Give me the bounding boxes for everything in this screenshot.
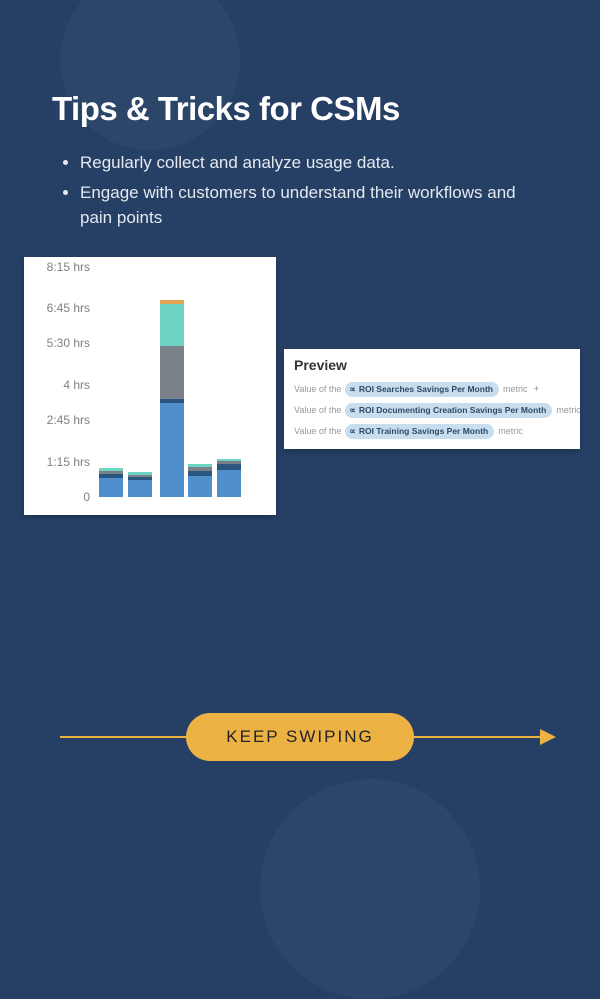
y-axis-tick: 2:45 hrs <box>32 413 90 427</box>
preview-title: Preview <box>284 349 580 379</box>
link-icon: ∝ <box>349 405 355 416</box>
arrow-head-icon <box>540 729 556 745</box>
swipe-cta-wrap: KEEP SWIPING <box>0 713 600 761</box>
chart-bar <box>99 468 123 496</box>
preview-rows: Value of the ∝ ROI Searches Savings Per Mo… <box>284 379 580 449</box>
tips-list: Regularly collect and analyze usage data… <box>80 150 532 231</box>
chart-bar <box>128 472 152 497</box>
preview-prefix: Value of the <box>294 384 341 394</box>
preview-row: Value of the ∝ ROI Training Savings Per Mo… <box>284 421 580 449</box>
plus-icon: + <box>533 384 539 395</box>
chart-bar <box>188 464 212 496</box>
keep-swiping-button[interactable]: KEEP SWIPING <box>186 713 413 761</box>
chart-bar-segment <box>160 403 184 496</box>
preview-suffix: metric <box>556 405 580 415</box>
y-axis-tick: 6:45 hrs <box>32 301 90 315</box>
link-icon: ∝ <box>349 426 355 437</box>
decor-circle-bottom <box>260 779 480 999</box>
chart-bar-segment <box>188 476 212 497</box>
y-axis-tick: 4 hrs <box>32 378 90 392</box>
metric-pill-label: ROI Searches Savings Per Month <box>359 384 493 394</box>
usage-chart-card: 8:15 hrs 6:45 hrs 5:30 hrs 4 hrs 2:45 hrs 1:1… <box>24 257 276 515</box>
preview-suffix: metric <box>498 426 523 436</box>
metric-pill: ∝ ROI Documenting Creation Savings Per Mo… <box>345 403 552 418</box>
usage-chart-plot: 8:15 hrs 6:45 hrs 5:30 hrs 4 hrs 2:45 hrs 1:1… <box>32 263 268 511</box>
chart-bar-segment <box>99 478 123 496</box>
chart-bar <box>217 459 241 497</box>
y-axis-tick: 1:15 hrs <box>32 455 90 469</box>
tip-item: Regularly collect and analyze usage data… <box>80 150 532 176</box>
preview-prefix: Value of the <box>294 426 341 436</box>
metric-pill-label: ROI Documenting Creation Savings Per Mon… <box>359 405 547 415</box>
link-icon: ∝ <box>349 384 355 395</box>
y-axis-tick: 5:30 hrs <box>32 336 90 350</box>
metric-pill-label: ROI Training Savings Per Month <box>359 426 488 436</box>
chart-bar-segment <box>160 304 184 346</box>
preview-row: Value of the ∝ ROI Documenting Creation Sa… <box>284 400 580 421</box>
graphics-row: 8:15 hrs 6:45 hrs 5:30 hrs 4 hrs 2:45 hrs 1:1… <box>24 257 600 515</box>
chart-bar-segment <box>160 346 184 399</box>
chart-bar-segment <box>128 480 152 497</box>
chart-plot-area <box>96 267 264 497</box>
y-axis-tick: 8:15 hrs <box>32 260 90 274</box>
chart-bar-segment <box>217 470 241 496</box>
preview-row: Value of the ∝ ROI Searches Savings Per Mo… <box>284 379 580 400</box>
metric-pill: ∝ ROI Training Savings Per Month <box>345 424 494 439</box>
preview-card: Preview Value of the ∝ ROI Searches Saving… <box>284 349 580 449</box>
preview-prefix: Value of the <box>294 405 341 415</box>
preview-suffix: metric <box>503 384 528 394</box>
metric-pill: ∝ ROI Searches Savings Per Month <box>345 382 499 397</box>
chart-bar <box>160 300 184 497</box>
tip-item: Engage with customers to understand thei… <box>80 180 532 231</box>
y-axis-tick: 0 <box>32 490 90 504</box>
